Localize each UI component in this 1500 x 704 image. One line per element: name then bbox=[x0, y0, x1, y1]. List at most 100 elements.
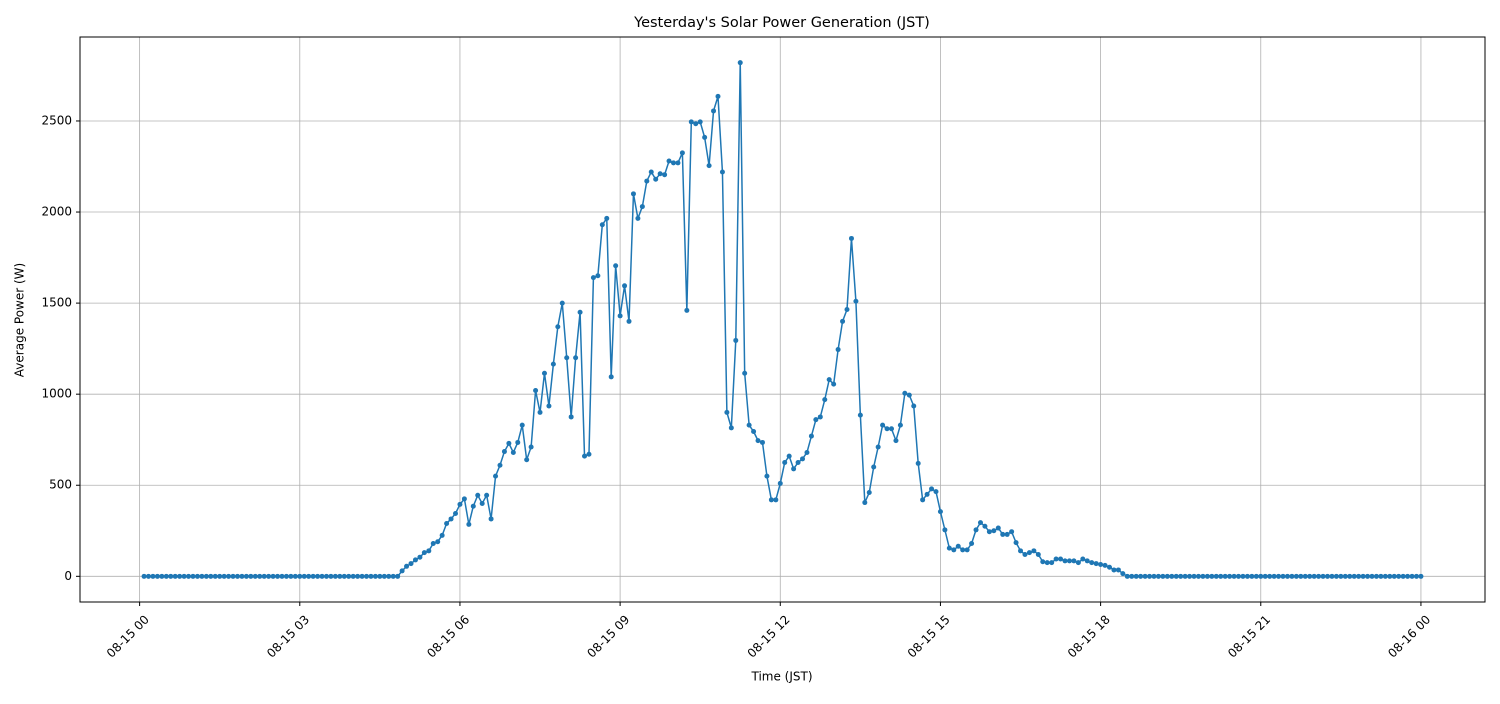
data-point bbox=[902, 390, 908, 396]
data-point bbox=[1018, 548, 1024, 554]
data-point bbox=[1178, 573, 1184, 579]
data-point bbox=[1360, 573, 1366, 579]
data-point bbox=[1093, 561, 1099, 567]
data-point bbox=[933, 489, 939, 495]
data-point bbox=[306, 573, 312, 579]
data-point bbox=[884, 426, 890, 432]
data-point bbox=[1133, 573, 1139, 579]
data-point bbox=[582, 453, 588, 459]
data-point bbox=[1164, 573, 1170, 579]
data-point bbox=[444, 520, 450, 526]
data-point bbox=[1142, 573, 1148, 579]
data-point bbox=[1320, 573, 1326, 579]
data-point bbox=[622, 283, 628, 289]
data-point bbox=[283, 573, 289, 579]
data-point bbox=[1022, 551, 1028, 557]
data-point bbox=[466, 521, 472, 527]
data-point bbox=[1325, 573, 1331, 579]
data-point bbox=[920, 497, 926, 503]
data-point bbox=[670, 160, 676, 166]
data-point bbox=[421, 550, 427, 556]
data-point bbox=[1191, 573, 1197, 579]
data-point bbox=[604, 215, 610, 221]
data-point bbox=[768, 497, 774, 503]
data-point bbox=[564, 355, 570, 361]
data-point bbox=[889, 426, 895, 432]
data-point bbox=[234, 573, 240, 579]
data-point bbox=[364, 573, 370, 579]
data-point bbox=[1333, 573, 1339, 579]
data-point bbox=[764, 473, 770, 479]
data-point bbox=[150, 573, 156, 579]
data-point bbox=[470, 503, 476, 509]
data-point bbox=[751, 429, 757, 435]
data-point bbox=[1231, 573, 1237, 579]
data-point bbox=[1258, 573, 1264, 579]
data-point bbox=[479, 500, 485, 506]
data-point bbox=[550, 361, 556, 367]
data-point bbox=[951, 547, 957, 553]
data-point bbox=[759, 439, 765, 445]
data-point bbox=[533, 388, 539, 394]
data-point bbox=[177, 573, 183, 579]
data-point bbox=[862, 500, 868, 506]
data-point bbox=[1418, 573, 1424, 579]
data-point bbox=[791, 466, 797, 472]
data-point bbox=[946, 545, 952, 551]
data-point bbox=[893, 438, 899, 444]
data-point bbox=[461, 496, 467, 502]
data-point bbox=[159, 573, 165, 579]
data-point bbox=[519, 422, 525, 428]
data-point bbox=[635, 215, 641, 221]
data-point bbox=[1267, 573, 1273, 579]
data-point bbox=[221, 573, 227, 579]
data-point bbox=[1373, 573, 1379, 579]
data-point bbox=[1013, 540, 1019, 546]
data-point bbox=[1102, 562, 1108, 568]
data-point bbox=[288, 573, 294, 579]
data-point bbox=[1044, 560, 1050, 566]
data-point bbox=[1284, 573, 1290, 579]
data-point bbox=[239, 573, 245, 579]
data-point bbox=[301, 573, 307, 579]
data-point bbox=[1160, 573, 1166, 579]
data-point bbox=[1147, 573, 1153, 579]
data-point bbox=[835, 347, 841, 353]
data-point bbox=[537, 409, 543, 415]
data-point bbox=[377, 573, 383, 579]
data-point bbox=[688, 119, 694, 125]
data-point bbox=[1187, 573, 1193, 579]
data-point bbox=[866, 490, 872, 496]
y-axis-label: Average Power (W) bbox=[13, 263, 27, 377]
data-point bbox=[977, 520, 983, 526]
data-point bbox=[746, 422, 752, 428]
data-point bbox=[1240, 573, 1246, 579]
data-point bbox=[452, 510, 458, 516]
data-point bbox=[1111, 567, 1117, 573]
data-point bbox=[875, 444, 881, 450]
data-point bbox=[190, 573, 196, 579]
data-point bbox=[1249, 573, 1255, 579]
data-point bbox=[639, 204, 645, 210]
data-point bbox=[199, 573, 205, 579]
data-point bbox=[697, 119, 703, 125]
data-point bbox=[1213, 573, 1219, 579]
data-point bbox=[568, 414, 574, 420]
data-point bbox=[1084, 558, 1090, 564]
data-point bbox=[573, 355, 579, 361]
data-point bbox=[399, 568, 405, 574]
data-point bbox=[292, 573, 298, 579]
data-point bbox=[840, 318, 846, 324]
data-point bbox=[408, 561, 414, 567]
data-point bbox=[684, 307, 690, 313]
data-point bbox=[252, 573, 258, 579]
data-point bbox=[1271, 573, 1277, 579]
data-point bbox=[1062, 558, 1068, 564]
data-point bbox=[973, 527, 979, 533]
data-point bbox=[1396, 573, 1402, 579]
data-point bbox=[510, 449, 516, 455]
data-point bbox=[1049, 560, 1055, 566]
data-point bbox=[728, 425, 734, 431]
data-point bbox=[404, 563, 410, 569]
